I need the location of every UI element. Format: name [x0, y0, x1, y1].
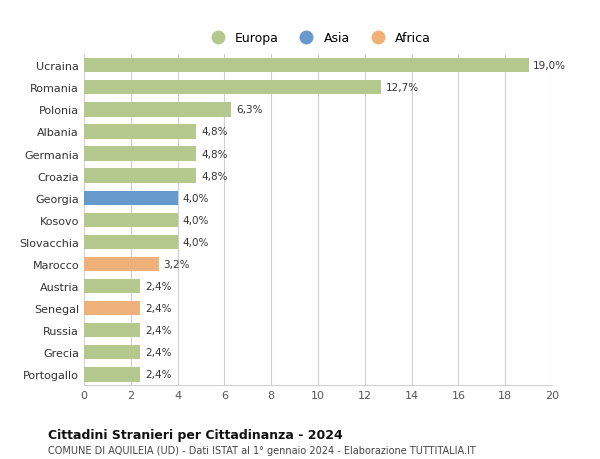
Bar: [84, 81, 381, 95]
Text: 2,4%: 2,4%: [145, 303, 172, 313]
Bar: [84, 169, 196, 184]
Text: 2,4%: 2,4%: [145, 281, 172, 291]
Bar: [84, 257, 159, 272]
Text: 4,8%: 4,8%: [201, 171, 227, 181]
Text: 3,2%: 3,2%: [164, 259, 190, 269]
Bar: [84, 279, 140, 294]
Text: 2,4%: 2,4%: [145, 347, 172, 358]
Text: 4,8%: 4,8%: [201, 127, 227, 137]
Bar: [84, 59, 529, 73]
Text: 4,0%: 4,0%: [182, 237, 209, 247]
Bar: [84, 235, 178, 250]
Text: 6,3%: 6,3%: [236, 105, 263, 115]
Text: 2,4%: 2,4%: [145, 325, 172, 336]
Bar: [84, 191, 178, 206]
Bar: [84, 367, 140, 382]
Bar: [84, 323, 140, 338]
Bar: [84, 301, 140, 316]
Text: 4,0%: 4,0%: [182, 193, 209, 203]
Text: 4,8%: 4,8%: [201, 149, 227, 159]
Text: 12,7%: 12,7%: [386, 83, 419, 93]
Bar: [84, 103, 232, 118]
Text: COMUNE DI AQUILEIA (UD) - Dati ISTAT al 1° gennaio 2024 - Elaborazione TUTTITALI: COMUNE DI AQUILEIA (UD) - Dati ISTAT al …: [48, 445, 476, 455]
Legend: Europa, Asia, Africa: Europa, Asia, Africa: [201, 28, 435, 49]
Bar: [84, 345, 140, 360]
Text: 4,0%: 4,0%: [182, 215, 209, 225]
Text: Cittadini Stranieri per Cittadinanza - 2024: Cittadini Stranieri per Cittadinanza - 2…: [48, 428, 343, 441]
Text: 19,0%: 19,0%: [533, 61, 566, 71]
Bar: [84, 125, 196, 140]
Bar: [84, 147, 196, 162]
Bar: [84, 213, 178, 228]
Text: 2,4%: 2,4%: [145, 369, 172, 380]
